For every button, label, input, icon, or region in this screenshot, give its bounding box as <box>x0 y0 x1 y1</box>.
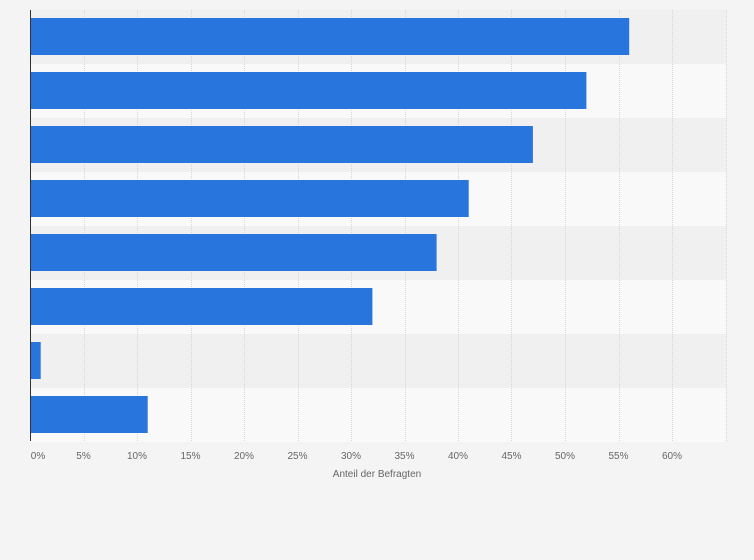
x-tick-label: 30% <box>341 451 361 462</box>
bar <box>30 72 587 109</box>
x-axis-title: Anteil der Befragten <box>333 469 421 480</box>
x-tick-label: 45% <box>501 451 521 462</box>
x-tick-label: 35% <box>394 451 414 462</box>
x-axis-ticks: 0% 5% 10% 15% 20% 25% 30% 35% 40% 45% 50% 55% 60% <box>31 451 682 462</box>
bar <box>30 18 630 55</box>
bar <box>30 342 41 379</box>
x-tick-label: 50% <box>555 451 575 462</box>
x-tick-label: 15% <box>180 451 200 462</box>
x-tick-label: 25% <box>287 451 307 462</box>
x-tick-label: 55% <box>608 451 628 462</box>
x-tick-label: 5% <box>76 451 91 462</box>
bar <box>30 234 437 271</box>
x-tick-label: 20% <box>234 451 254 462</box>
x-tick-label: 40% <box>448 451 468 462</box>
x-tick-label: 0% <box>31 451 46 462</box>
row-band <box>30 334 726 388</box>
bar <box>30 288 373 325</box>
x-tick-label: 60% <box>662 451 682 462</box>
x-tick-label: 10% <box>127 451 147 462</box>
bars <box>30 18 630 433</box>
bar <box>30 126 533 163</box>
bar <box>30 396 148 433</box>
bar <box>30 180 469 217</box>
